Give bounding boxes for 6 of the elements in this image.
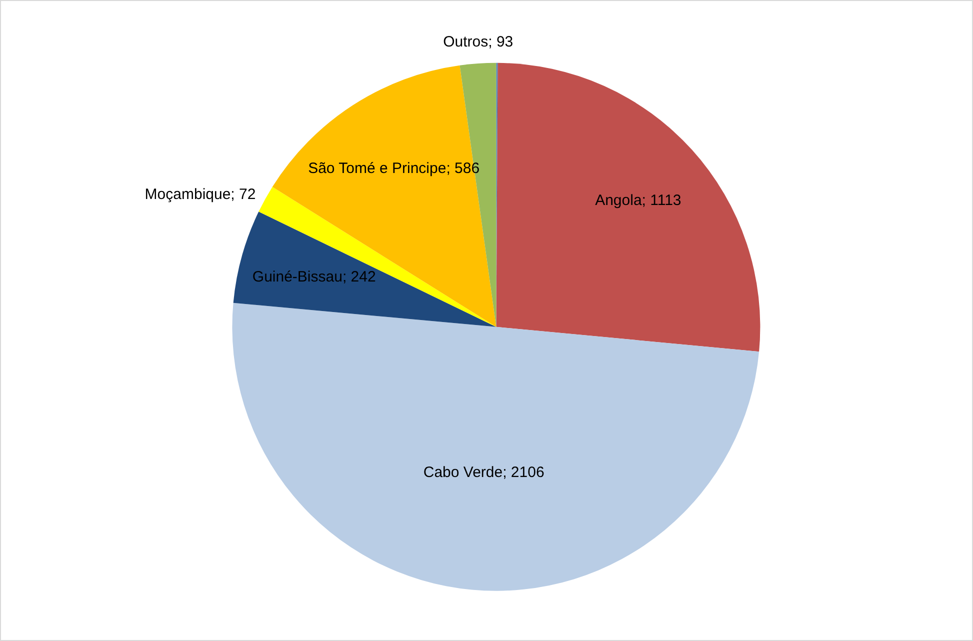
slice-label: Cabo Verde; 2106 (423, 464, 544, 481)
slice-label: Angola; 1113 (595, 192, 682, 209)
slice-label: Moçambique; 72 (144, 186, 256, 203)
slice-label: Outros; 93 (443, 34, 514, 51)
slice-label: Guiné-Bissau; 242 (252, 268, 376, 286)
slice-label: São Tomé e Principe; 586 (308, 160, 480, 177)
